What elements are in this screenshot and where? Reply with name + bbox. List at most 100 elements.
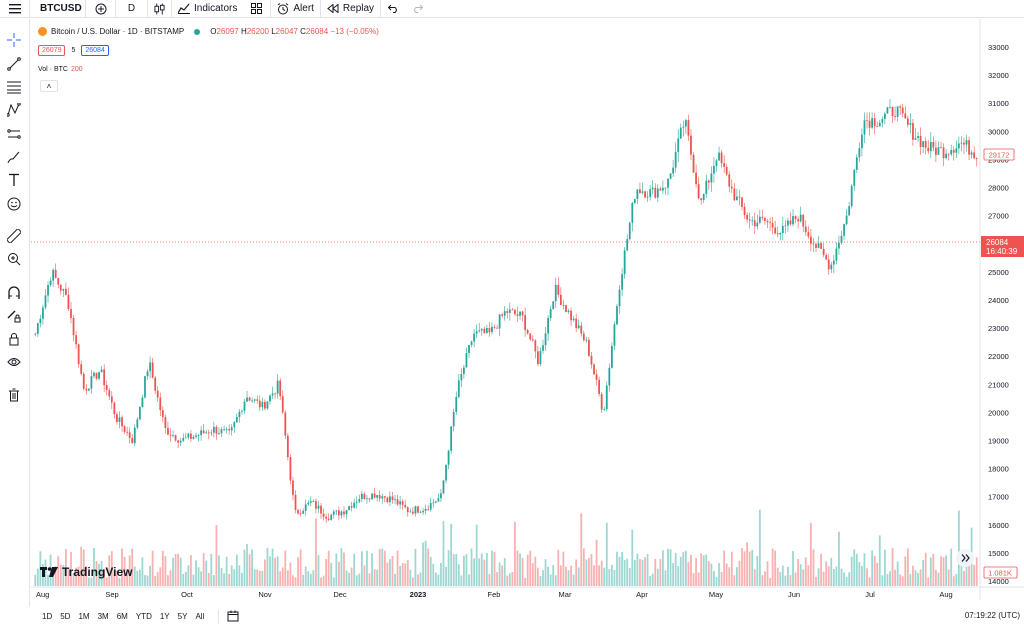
lock-tool[interactable]: [5, 330, 23, 348]
pattern-tool[interactable]: [5, 101, 23, 119]
candle-body: [621, 274, 623, 290]
candle-body: [44, 295, 47, 308]
volume-bar: [261, 570, 264, 586]
volume-bar: [488, 573, 491, 586]
candle-body: [110, 396, 113, 403]
replay-button[interactable]: Replay: [321, 0, 382, 18]
candle-body: [654, 187, 657, 198]
volume-bar: [736, 567, 738, 586]
goto-date-button[interactable]: [218, 609, 239, 624]
emoji-tool[interactable]: [5, 195, 23, 213]
volume-bar: [682, 551, 685, 586]
candle-body: [503, 311, 506, 316]
range-button-1m[interactable]: 1M: [78, 612, 90, 621]
trend-line-tool[interactable]: [5, 55, 23, 73]
menu-button[interactable]: [0, 0, 30, 18]
zoom-tool[interactable]: [5, 250, 23, 268]
volume-bar: [912, 565, 914, 586]
indicators-button[interactable]: Indicators: [172, 0, 243, 18]
volume-bar: [845, 576, 848, 586]
volume-bar: [725, 563, 728, 586]
chart-type-button[interactable]: [148, 0, 172, 18]
range-button-ytd[interactable]: YTD: [135, 612, 152, 621]
measure-tool[interactable]: [5, 227, 23, 245]
remove-tool[interactable]: [5, 386, 23, 404]
candle-body: [195, 435, 197, 437]
alert-button[interactable]: Alert: [271, 0, 321, 18]
volume-bar: [631, 529, 634, 586]
candle-body: [235, 417, 238, 423]
candle-body: [294, 494, 297, 510]
candle-body: [812, 243, 815, 245]
brush-tool[interactable]: [5, 148, 23, 166]
volume-bar: [883, 549, 886, 586]
candle-body: [547, 318, 549, 334]
stay-drawing-tool[interactable]: [5, 307, 23, 325]
double-chevron-right-icon: [961, 554, 970, 562]
candle-body: [409, 511, 412, 513]
candle-body: [853, 169, 856, 186]
candle-body: [343, 511, 345, 515]
range-button-3m[interactable]: 3M: [97, 612, 109, 621]
volume-bar: [774, 550, 777, 586]
price-tick-label: 19000: [988, 436, 1009, 445]
volume-bar: [386, 562, 389, 586]
compare-button[interactable]: [86, 0, 116, 18]
candle-body: [228, 429, 231, 431]
undo-button[interactable]: [381, 0, 405, 18]
range-button-1d[interactable]: 1D: [42, 612, 53, 621]
magnet-tool[interactable]: [5, 284, 23, 302]
candle-body: [840, 235, 843, 243]
volume-bar: [54, 566, 57, 586]
candle-body: [649, 189, 652, 197]
volume-bar: [935, 570, 937, 586]
range-button-1y[interactable]: 1Y: [159, 612, 170, 621]
ohlc-values: O26097 H26200 L26047 C26084 −13 (−0.05%): [210, 27, 379, 36]
range-button-6m[interactable]: 6M: [116, 612, 128, 621]
volume-bar: [228, 573, 231, 586]
eye-icon: [7, 358, 21, 366]
symbol-search-button[interactable]: BTCUSD: [30, 0, 86, 18]
hide-tool[interactable]: [5, 353, 23, 371]
range-button-all[interactable]: All: [195, 612, 205, 621]
bid-button[interactable]: 26079: [38, 45, 66, 56]
candle-body: [705, 180, 708, 194]
range-button-5y[interactable]: 5Y: [177, 612, 188, 621]
volume-bar: [534, 556, 537, 586]
candle-body: [965, 140, 968, 145]
layouts-button[interactable]: [243, 0, 272, 18]
candle-body: [118, 417, 121, 422]
interval-button[interactable]: D: [116, 0, 148, 18]
range-button-5d[interactable]: 5D: [60, 612, 71, 621]
fib-tool[interactable]: [5, 78, 23, 96]
volume-bar: [396, 550, 399, 586]
candle-body: [345, 510, 348, 515]
candle-body: [292, 480, 294, 495]
volume-bar: [636, 553, 639, 586]
forecast-tool[interactable]: [5, 125, 23, 143]
volume-bar: [669, 549, 672, 586]
volume-bar: [641, 559, 644, 586]
volume-bar: [264, 559, 266, 586]
legend-title[interactable]: Bitcoin / U.S. Dollar · 1D · BITSTAMP: [51, 27, 185, 36]
timezone-button[interactable]: 07:19:22 (UTC): [964, 611, 1020, 620]
candle-body: [172, 435, 174, 436]
candle-body: [554, 284, 557, 302]
scroll-to-realtime-button[interactable]: [956, 549, 974, 567]
tradingview-logo[interactable]: TradingView: [40, 565, 132, 579]
candle-body: [802, 214, 805, 227]
candle-body: [687, 120, 690, 136]
crosshair-tool[interactable]: [5, 31, 23, 49]
volume-legend-label[interactable]: Vol · BTC: [38, 66, 68, 73]
candle-body: [557, 284, 560, 295]
candle-body: [753, 220, 756, 227]
candle-body: [955, 148, 958, 153]
redo-button[interactable]: [405, 0, 429, 18]
tradingview-logo-icon: [40, 567, 58, 577]
volume-bar: [588, 557, 590, 586]
ask-button[interactable]: 26084: [81, 45, 109, 56]
collapse-legend-button[interactable]: ˄: [40, 80, 58, 92]
text-tool[interactable]: [5, 171, 23, 189]
candle-body: [881, 119, 884, 123]
